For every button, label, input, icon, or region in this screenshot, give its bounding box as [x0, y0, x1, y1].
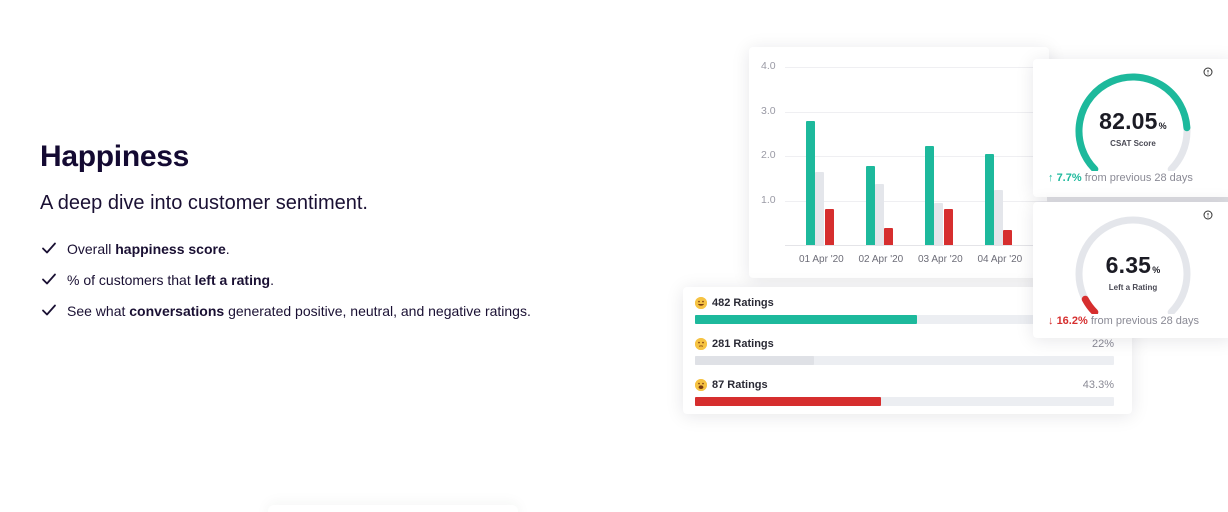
left-rating-value: 6.35% [1105, 252, 1161, 278]
rating-progress-track [695, 315, 1114, 324]
y-axis-tick: 4.0 [761, 60, 776, 72]
x-axis-label: 03 Apr '20 [918, 254, 963, 265]
y-axis-tick: 2.0 [761, 149, 776, 161]
bar-positive[interactable] [865, 165, 875, 245]
rating-progress-fill [695, 315, 918, 324]
feature-item: See what conversations generated positiv… [40, 296, 560, 327]
sad-face-icon [695, 379, 707, 391]
help-circle-icon[interactable] [1203, 67, 1213, 77]
help-circle-icon[interactable] [1203, 210, 1213, 220]
section-subtitle: A deep dive into customer sentiment. [40, 192, 368, 214]
x-axis-label: 01 Apr '20 [799, 254, 844, 265]
feature-text: Overall happiness score. [67, 241, 230, 257]
bar-negative[interactable] [884, 227, 894, 245]
feature-section: Happiness A deep dive into customer sent… [40, 138, 560, 327]
y-axis-tick: 3.0 [761, 104, 776, 117]
neutral-face-icon [695, 338, 707, 350]
checkmark-icon [42, 304, 56, 316]
next-section-card-edge [268, 505, 518, 512]
left-rating-gauge [1075, 216, 1191, 314]
arrow-up-icon: ↑ [1048, 172, 1054, 184]
gridline [785, 67, 1049, 68]
bar-positive[interactable] [806, 121, 815, 245]
feature-item: Overall happiness score. [40, 234, 560, 265]
rating-progress-fill [695, 356, 814, 365]
rating-percent: 43.3% [1082, 379, 1114, 391]
left-rating-delta: ↓ 16.2% from previous 28 days [1048, 315, 1200, 327]
ratings-bar-chart: 1.0 2.0 3.0 4.0 01 Apr '20 02 Apr '20 03 Apr '… [749, 47, 1049, 278]
bar-neutral[interactable] [993, 190, 1003, 245]
rating-percent: 22% [1091, 338, 1114, 350]
rating-progress-track [695, 397, 1114, 406]
bar-positive[interactable] [984, 154, 994, 245]
gridline [785, 156, 1049, 157]
bar-negative[interactable] [943, 208, 953, 245]
gridline [785, 111, 1049, 113]
csat-score-label: CSAT Score [1110, 139, 1156, 148]
rating-progress-track [695, 356, 1114, 365]
feature-text: See what conversations generated positiv… [67, 303, 531, 319]
feature-list: Overall happiness score. % of customers … [40, 234, 560, 327]
bar-neutral[interactable] [874, 184, 884, 245]
x-axis-label: 04 Apr '20 [977, 254, 1023, 265]
bar-negative[interactable] [824, 208, 834, 245]
csat-score-card: 82.05% CSAT Score ↑ 7.7% from previous 2… [1033, 59, 1228, 197]
rating-count: 281 Ratings [712, 338, 774, 350]
left-rating-card: 6.35% Left a Rating ↓ 16.2% from previou… [1033, 202, 1228, 338]
feature-item: % of customers that left a rating. [40, 265, 560, 296]
checkmark-icon [42, 242, 56, 254]
bar-neutral[interactable] [815, 171, 825, 245]
arrow-down-icon: ↓ [1048, 315, 1054, 327]
checkmark-icon [42, 273, 56, 285]
rating-count: 482 Ratings [712, 297, 774, 309]
csat-delta: ↑ 7.7% from previous 28 days [1048, 172, 1193, 184]
happy-face-icon [695, 297, 707, 309]
x-axis-label: 02 Apr '20 [858, 254, 904, 265]
y-axis-tick: 1.0 [761, 193, 776, 206]
x-axis [785, 245, 1049, 246]
bar-negative[interactable] [1003, 229, 1013, 245]
bar-positive[interactable] [925, 146, 934, 245]
rating-progress-fill [695, 397, 882, 406]
left-rating-label: Left a Rating [1108, 283, 1158, 292]
gridline [785, 200, 1049, 202]
bar-neutral[interactable] [934, 202, 944, 245]
feature-text: % of customers that left a rating. [67, 272, 274, 288]
csat-gauge [1075, 73, 1191, 171]
card-divider [1047, 196, 1228, 202]
rating-count: 87 Ratings [712, 379, 768, 391]
section-title: Happiness [40, 140, 190, 173]
csat-score-value: 82.05% [1099, 108, 1167, 134]
